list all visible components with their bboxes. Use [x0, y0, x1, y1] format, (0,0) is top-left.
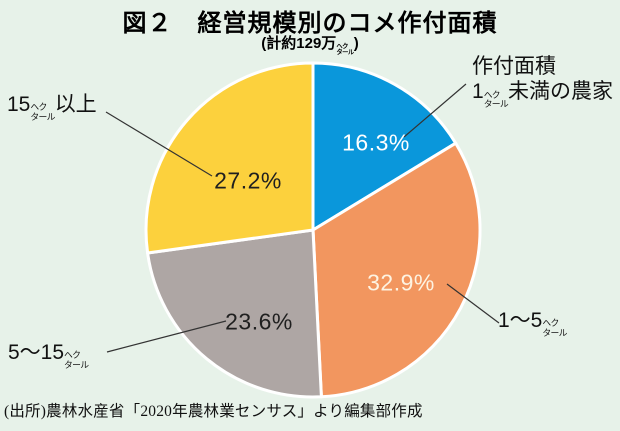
hectare-unit-bottom: タール: [30, 112, 55, 122]
subtitle-post: ): [353, 35, 359, 52]
label-5-15ha: 5〜15 ヘク タール: [8, 340, 89, 371]
hectare-unit: ヘク タール: [483, 89, 509, 110]
leader-line-2: [106, 320, 227, 353]
label-under-1ha-line2: 1 ヘク タール 未満の農家: [472, 79, 613, 110]
subtitle-pre: (計約129万: [261, 35, 337, 52]
pct-label: 32.9%: [367, 269, 435, 296]
chart-title: 図２ 経営規模別のコメ作付面積: [122, 10, 498, 37]
label-15ha-over: 15 ヘク タール 以上: [7, 92, 97, 123]
hectare-unit: ヘク タール: [336, 42, 354, 58]
hectare-unit: ヘク タール: [64, 350, 89, 370]
pct-label: 23.6%: [225, 308, 293, 335]
hectare-unit-bottom: タール: [542, 328, 567, 338]
hectare-unit: ヘク タール: [542, 318, 567, 338]
label-text: 未満の農家: [508, 80, 614, 104]
leader-line-0: [403, 83, 467, 138]
hectare-unit-top: ヘク: [483, 89, 501, 100]
hectare-unit-top: ヘク: [542, 318, 559, 329]
pie-slice-2: [146, 228, 323, 399]
hectare-unit-top: ヘク: [336, 42, 348, 50]
leader-line-3: [105, 111, 213, 177]
pct-label: 16.3%: [342, 129, 410, 156]
source-note: (出所)農林水産省「2020年農林業センサス」より編集部作成: [4, 403, 423, 420]
label-text: 5〜15: [8, 341, 65, 364]
pie-slice-3: [144, 61, 315, 255]
hectare-unit: ヘク タール: [30, 102, 55, 122]
pct-label: 27.2%: [214, 167, 282, 194]
label-text: 1〜5: [498, 309, 543, 332]
label-under-1ha: 作付面積 1 ヘク タール 未満の農家: [472, 54, 613, 110]
chart-subtitle: (計約129万 ヘク タール): [0, 32, 620, 57]
pie-slice-0: [311, 61, 458, 232]
label-under-1ha-line1: 作付面積: [472, 55, 556, 78]
label-text: 1: [472, 80, 484, 104]
label-text: 15: [7, 93, 31, 116]
hectare-unit-bottom: タール: [483, 99, 509, 110]
pie-slice-1: [311, 141, 482, 399]
label-text: 以上: [54, 93, 97, 116]
leader-line-1: [446, 283, 500, 324]
label-1-5ha: 1〜5 ヘク タール: [498, 308, 567, 339]
hectare-unit-top: ヘク: [64, 350, 81, 361]
hectare-unit-bottom: タール: [64, 360, 89, 370]
hectare-unit-top: ヘク: [30, 102, 47, 113]
hectare-unit-bottom: タール: [336, 49, 354, 57]
